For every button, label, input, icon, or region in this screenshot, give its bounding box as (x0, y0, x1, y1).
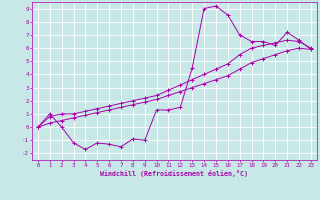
X-axis label: Windchill (Refroidissement éolien,°C): Windchill (Refroidissement éolien,°C) (100, 170, 248, 177)
